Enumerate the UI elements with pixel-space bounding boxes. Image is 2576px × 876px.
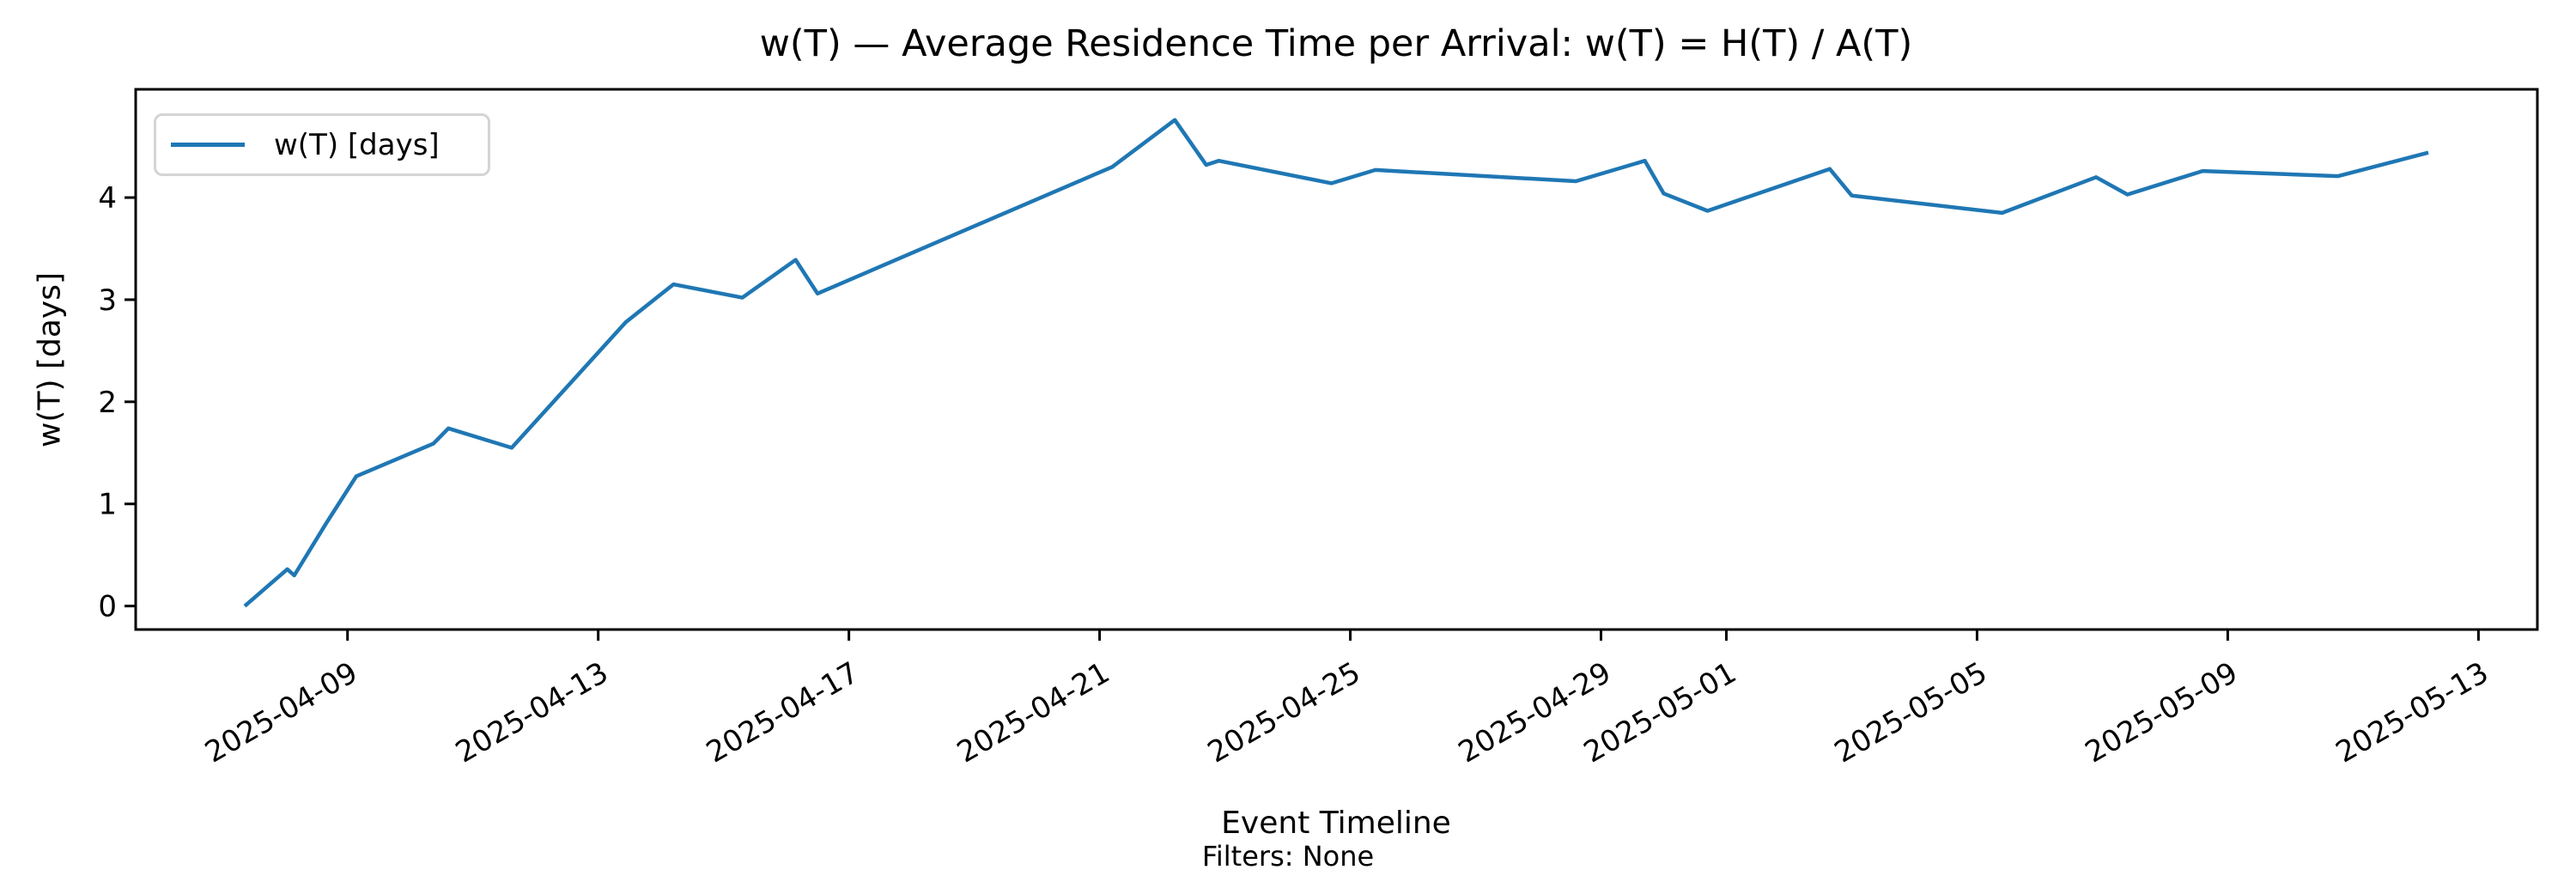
x-tick-label: 2025-05-05 bbox=[1829, 655, 1993, 770]
x-axis-label: Event Timeline bbox=[1221, 806, 1451, 841]
x-tick-label: 2025-04-25 bbox=[1202, 655, 1366, 770]
x-tick-label: 2025-05-13 bbox=[2330, 655, 2494, 770]
y-axis-label: w(T) [days] bbox=[32, 271, 68, 448]
x-tick-label: 2025-05-09 bbox=[2080, 655, 2244, 770]
filters-note: Filters: None bbox=[1201, 840, 1375, 873]
legend-box: w(T) [days] bbox=[154, 113, 490, 176]
y-tick-label: 3 bbox=[98, 283, 117, 318]
series-line bbox=[243, 118, 2429, 608]
axes-spines bbox=[134, 88, 2539, 631]
x-tick-label: 2025-04-21 bbox=[951, 655, 1115, 770]
legend-label: w(T) [days] bbox=[274, 127, 440, 162]
x-tick-label: 2025-04-17 bbox=[701, 655, 865, 770]
legend-line-swatch bbox=[171, 143, 245, 147]
y-tick-label: 4 bbox=[98, 181, 117, 216]
chart-title: w(T) — Average Residence Time per Arriva… bbox=[759, 22, 1913, 65]
x-tick-label: 2025-04-09 bbox=[199, 655, 363, 770]
y-tick-label: 0 bbox=[98, 590, 117, 624]
y-tick-label: 1 bbox=[98, 488, 117, 522]
y-tick-label: 2 bbox=[98, 386, 117, 420]
x-tick-label: 2025-04-13 bbox=[450, 655, 614, 770]
